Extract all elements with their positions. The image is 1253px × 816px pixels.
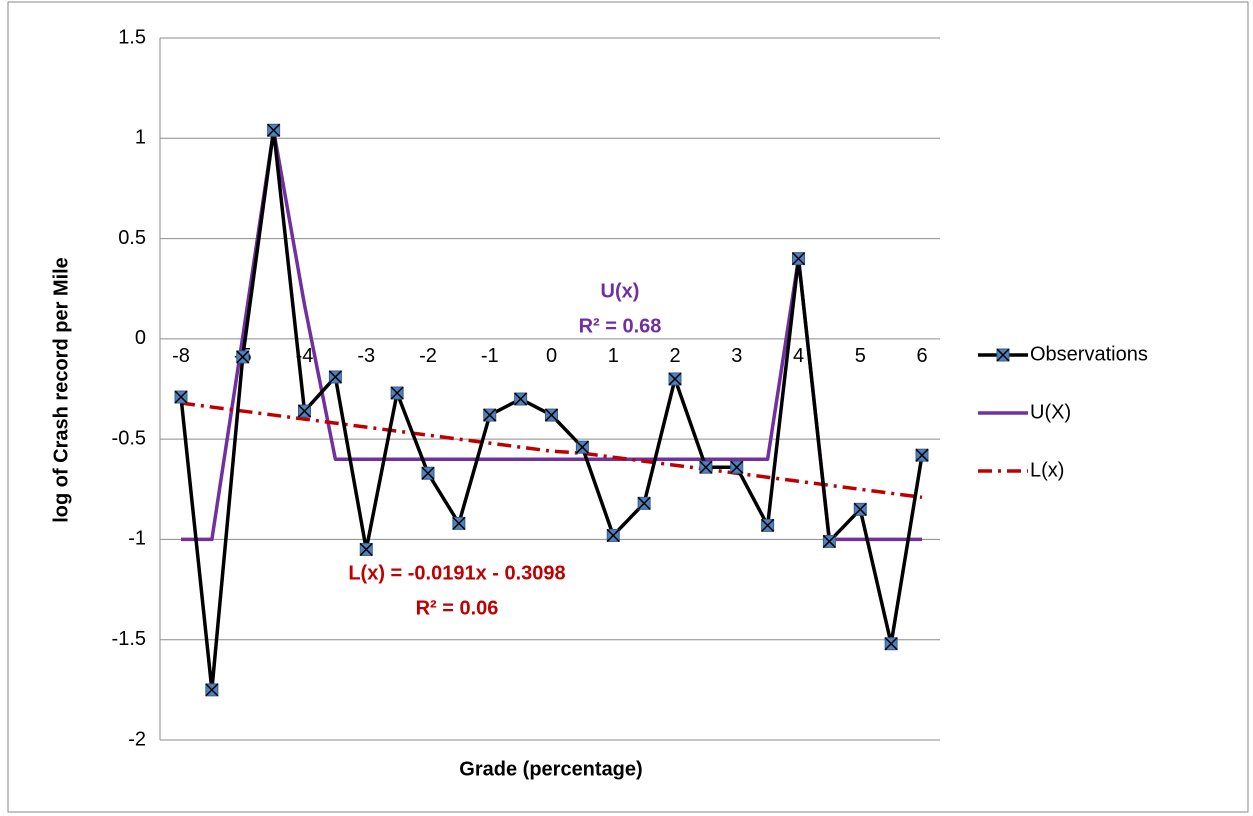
y-tick-label: 0.5	[118, 227, 146, 249]
marker-cross	[390, 386, 404, 400]
y-tick-label: -2	[128, 728, 146, 750]
marker-cross	[761, 518, 775, 532]
x-tick-label: 6	[916, 345, 927, 367]
marker	[606, 528, 620, 542]
x-tick-label: -8	[172, 345, 190, 367]
marker	[297, 404, 312, 418]
marker-cross	[668, 372, 682, 386]
legend-label: U(X)	[1030, 401, 1071, 423]
marker	[452, 516, 466, 530]
marker-cross	[236, 350, 250, 364]
series-line	[180, 401, 923, 500]
marker-cross	[853, 502, 867, 516]
marker-cross	[884, 637, 898, 651]
x-tick-label: 3	[731, 345, 742, 367]
x-tick-label: -3	[357, 345, 375, 367]
marker	[822, 534, 836, 548]
marker-cross	[421, 466, 435, 480]
legend-marker-cross	[996, 348, 1010, 362]
marker	[761, 518, 775, 532]
marker-cross	[328, 370, 342, 384]
annotation: R² = 0.06	[416, 597, 499, 619]
marker-cross	[514, 392, 528, 406]
marker-cross	[606, 528, 620, 542]
x-tick-label: -2	[419, 345, 437, 367]
marker-cross	[915, 448, 929, 462]
marker	[575, 440, 589, 454]
marker-cross	[174, 390, 188, 404]
marker-cross	[359, 542, 373, 556]
x-tick-label: 2	[669, 345, 680, 367]
marker	[267, 123, 281, 137]
marker	[483, 408, 497, 422]
marker	[791, 252, 806, 266]
marker	[884, 637, 898, 651]
x-tick-label: 5	[855, 345, 866, 367]
marker-cross	[452, 516, 466, 530]
x-tick-label: 0	[546, 345, 557, 367]
x-axis-label: Grade (percentage)	[459, 758, 642, 780]
marker	[637, 496, 651, 510]
marker	[514, 392, 528, 406]
marker	[668, 372, 682, 386]
x-tick-label: 4	[793, 345, 804, 367]
marker	[853, 502, 867, 516]
marker-cross	[205, 683, 219, 697]
marker	[328, 370, 342, 384]
marker-cross	[730, 460, 744, 474]
marker-cross	[822, 534, 836, 548]
y-tick-label: -0.5	[112, 427, 146, 449]
y-tick-label: -1.5	[112, 628, 146, 650]
y-tick-label: 1.5	[118, 26, 146, 48]
x-tick-label: 1	[608, 345, 619, 367]
marker-cross	[575, 440, 589, 454]
marker	[205, 683, 219, 697]
marker	[915, 448, 929, 462]
y-tick-label: 0	[135, 327, 146, 349]
marker-cross	[297, 404, 312, 418]
annotation: R² = 0.68	[579, 315, 662, 337]
marker	[699, 460, 713, 474]
marker-cross	[544, 408, 559, 422]
marker	[359, 542, 373, 556]
marker	[421, 466, 435, 480]
legend-label: L(x)	[1030, 459, 1064, 481]
marker	[236, 350, 250, 364]
marker-cross	[637, 496, 651, 510]
annotation: L(x) = -0.0191x - 0.3098	[348, 562, 565, 584]
marker	[730, 460, 744, 474]
marker	[174, 390, 188, 404]
marker	[390, 386, 404, 400]
y-tick-label: 1	[135, 127, 146, 149]
annotation: U(x)	[601, 280, 640, 302]
y-tick-label: -1	[128, 528, 146, 550]
marker-cross	[483, 408, 497, 422]
legend-label: Observations	[1030, 343, 1148, 365]
marker-cross	[699, 460, 713, 474]
marker	[544, 408, 559, 422]
marker-cross	[267, 123, 281, 137]
x-tick-label: -1	[481, 345, 499, 367]
y-axis-label: log of Crash record per Mile	[50, 257, 72, 523]
marker-cross	[791, 252, 806, 266]
